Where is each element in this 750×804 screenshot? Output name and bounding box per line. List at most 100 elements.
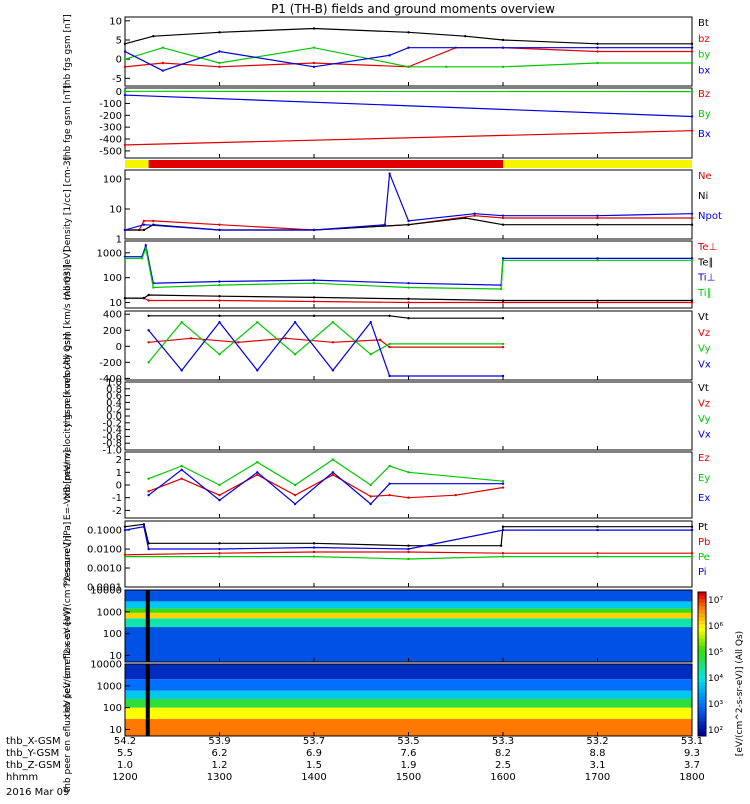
legend-7-3: Pi: [698, 567, 707, 578]
series-line-7-0: [125, 524, 692, 545]
colorbar-cell-38: [698, 729, 706, 733]
series-point-3-3-4: [218, 284, 220, 286]
ephem-label-1: thb_Y-GSM: [6, 748, 59, 759]
colorbar-cell-18: [698, 657, 706, 661]
series-point-4-2-2: [218, 353, 220, 355]
ylabel-6: E=-VxB [mV/m]: [63, 450, 73, 520]
series-point-2-2-2: [218, 229, 220, 231]
ephem-label-0: thb_X-GSM: [6, 736, 61, 747]
colorbar-cell-31: [698, 704, 706, 708]
series-point-0-3-3: [313, 66, 315, 68]
ephem-label-3: hhmm: [6, 772, 38, 783]
ytick-label-0-3: -5: [112, 74, 122, 85]
series-point-3-3-8: [502, 259, 504, 261]
series-line-1-0: [125, 131, 692, 145]
series-point-0-2-2: [218, 62, 220, 64]
ytick-label-7-1: 0.0100: [87, 545, 122, 556]
ephem-value-1-0: 5.5: [117, 748, 133, 759]
colorbar-cell-8: [698, 621, 706, 625]
legend-5-3: Vx: [698, 430, 711, 441]
series-point-3-2-4: [218, 280, 220, 282]
series-point-7-3-4: [313, 546, 315, 548]
colorbar-cell-3: [698, 603, 706, 607]
colorbar-tick-5: 10²: [708, 726, 723, 736]
legend-3-1: Te∥: [697, 257, 714, 268]
ytick-label-6-1: 1: [116, 468, 122, 479]
series-point-6-0-3: [256, 474, 258, 476]
series-point-4-0-2: [313, 315, 315, 317]
ephem-value-1-3: 7.6: [401, 748, 417, 759]
series-point-7-3-2: [147, 548, 149, 550]
series-point-3-2-5: [313, 279, 315, 281]
colorbar-cell-11: [698, 632, 706, 636]
colorbar-cell-20: [698, 664, 706, 668]
ytick-label-7-0: 0.1000: [87, 526, 122, 537]
ytick-label-3-1: 100: [103, 273, 122, 284]
series-point-7-0-7: [502, 526, 504, 528]
ytick-label-1-1: -100: [99, 99, 122, 110]
series-point-2-0-8: [502, 217, 504, 219]
colorbar-label: [eV/(cm^2-s-sr-eV)] (All Qs): [735, 631, 745, 756]
ytick-label-9-2: 100: [103, 703, 122, 714]
colorbar-cell-23: [698, 675, 706, 679]
series-point-0-1-0: [124, 66, 126, 68]
series-point-4-1-1: [190, 337, 192, 339]
series-point-6-0-6: [370, 495, 372, 497]
legend-0-1: bz: [698, 34, 710, 45]
series-point-2-2-10: [691, 212, 693, 214]
ylabel-1: thb fge gsm [nT]: [63, 85, 73, 160]
ytick-label-6-4: -2: [112, 506, 122, 517]
series-point-4-0-1: [218, 315, 220, 317]
series-point-0-3-1: [162, 69, 164, 71]
series-point-0-1-1: [162, 62, 164, 64]
series-point-7-2-5: [596, 555, 598, 557]
series-line-3-2: [125, 245, 692, 285]
series-point-7-1-3: [407, 551, 409, 553]
legend-3-2: Ti⊥: [697, 273, 715, 284]
series-point-3-0-3: [218, 299, 220, 301]
series-point-4-2-6: [370, 353, 372, 355]
ytick-label-9-0: 10000: [90, 660, 122, 671]
series-point-6-0-0: [147, 490, 149, 492]
series-point-7-0-1: [143, 523, 145, 525]
series-point-3-0-5: [407, 301, 409, 303]
ephem-value-2-4: 2.5: [495, 760, 511, 771]
series-point-0-2-6: [502, 66, 504, 68]
legend-5-2: Vy: [698, 414, 711, 425]
series-point-7-2-2: [313, 555, 315, 557]
legend-6-0: Ez: [698, 453, 710, 464]
series-point-3-1-3: [218, 295, 220, 297]
ytick-label-0-1: 5: [116, 36, 122, 47]
ephem-value-1-2: 6.9: [306, 748, 322, 759]
ytick-label-8-0: 10000: [90, 586, 122, 597]
series-point-4-2-0: [147, 361, 149, 363]
heatmap-band-8-1: [125, 618, 692, 627]
series-point-3-3-0: [124, 257, 126, 259]
series-point-4-3-0: [147, 329, 149, 331]
series-point-0-0-6: [502, 39, 504, 41]
legend-1-2: Bx: [698, 129, 711, 140]
series-point-2-2-5: [388, 173, 390, 175]
series-line-0-1: [125, 48, 692, 67]
legend-5-1: Vz: [698, 399, 710, 410]
series-point-7-0-3: [218, 542, 220, 544]
colorbar-cell-28: [698, 693, 706, 697]
series-point-4-0-3: [388, 315, 390, 317]
series-point-6-0-7: [388, 494, 390, 496]
ephem-value-2-0: 1.0: [117, 760, 133, 771]
status-segment-1: [149, 160, 503, 168]
series-line-0-2: [125, 48, 692, 67]
series-point-3-2-2: [145, 244, 147, 246]
series-point-0-3-6: [502, 46, 504, 48]
ylabel-9: thb peer en eflux eV [eV/(cm^2-s-sr-eV)]: [63, 608, 73, 793]
ephem-value-0-3: 53.5: [397, 736, 419, 747]
ytick-label-1-5: -500: [99, 146, 122, 157]
series-point-7-0-5: [407, 544, 409, 546]
series-point-2-2-3: [313, 229, 315, 231]
series-point-6-2-3: [256, 471, 258, 473]
ylabel-0: thb fgs gsm [nT]: [63, 14, 73, 89]
series-point-7-2-4: [502, 555, 504, 557]
series-point-3-0-4: [313, 300, 315, 302]
colorbar-cell-27: [698, 689, 706, 693]
ephem-value-3-2: 1400: [301, 772, 326, 783]
